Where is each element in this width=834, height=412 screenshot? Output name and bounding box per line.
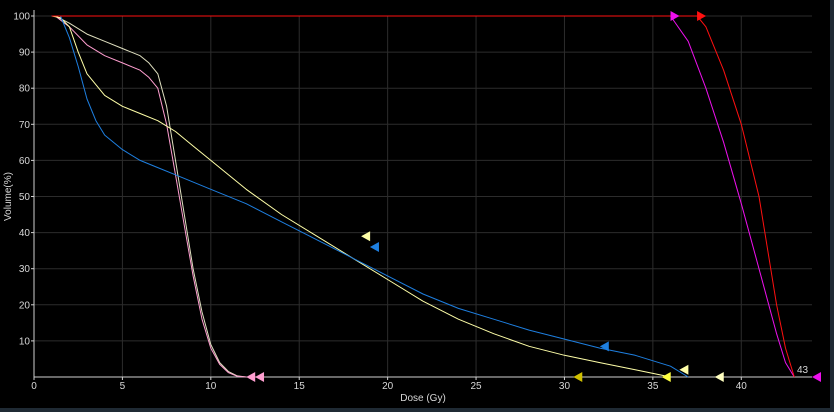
dose-marker-4[interactable] bbox=[369, 242, 379, 253]
y-tick-label: 100 bbox=[13, 12, 30, 23]
y-tick-label: 90 bbox=[19, 48, 31, 59]
dose-marker-11[interactable] bbox=[714, 372, 724, 382]
series-line-3 bbox=[51, 15, 671, 378]
corner-value-label: 43 bbox=[797, 365, 809, 376]
y-tick-label: 30 bbox=[19, 264, 31, 275]
x-axis-label: Dose (Gy) bbox=[400, 393, 446, 404]
x-tick-label: 5 bbox=[120, 381, 126, 392]
y-tick-label: 20 bbox=[19, 300, 31, 311]
y-tick-label: 60 bbox=[19, 156, 31, 167]
dose-marker-9[interactable] bbox=[573, 372, 583, 382]
series-lines bbox=[51, 15, 795, 378]
series-line-1 bbox=[54, 15, 247, 378]
series-line-6 bbox=[51, 15, 795, 378]
x-tick-label: 15 bbox=[294, 381, 306, 392]
y-tick-label: 80 bbox=[19, 84, 31, 95]
dose-marker-7[interactable] bbox=[246, 372, 256, 382]
x-tick-label: 30 bbox=[559, 381, 571, 392]
y-tick-labels: 10 20 30 40 50 60 70 80 90 100 bbox=[13, 12, 30, 348]
dose-marker-3[interactable] bbox=[361, 231, 371, 242]
dose-marker-8[interactable] bbox=[255, 372, 265, 382]
x-tick-label: 20 bbox=[382, 381, 394, 392]
series-line-4 bbox=[60, 15, 689, 378]
dose-marker-1[interactable] bbox=[670, 11, 680, 21]
dose-marker-6[interactable] bbox=[679, 364, 689, 375]
axes bbox=[31, 10, 812, 380]
dose-marker-10[interactable] bbox=[661, 372, 671, 382]
y-tick-label: 10 bbox=[19, 336, 31, 347]
x-tick-label: 0 bbox=[31, 381, 37, 392]
y-tick-label: 40 bbox=[19, 228, 31, 239]
dose-marker-2[interactable] bbox=[697, 11, 707, 21]
grid bbox=[34, 15, 812, 377]
series-line-2 bbox=[54, 15, 247, 378]
dose-markers bbox=[246, 11, 821, 382]
x-tick-label: 10 bbox=[205, 381, 217, 392]
x-tick-label: 35 bbox=[647, 381, 659, 392]
y-tick-label: 50 bbox=[19, 192, 31, 203]
y-tick-label: 70 bbox=[19, 120, 31, 131]
dose-marker-12[interactable] bbox=[812, 372, 821, 382]
dose-marker-5[interactable] bbox=[599, 341, 609, 352]
x-tick-label: 40 bbox=[736, 381, 748, 392]
x-tick-labels: 0 5 10 15 20 25 30 35 40 bbox=[31, 381, 747, 392]
x-tick-label: 25 bbox=[470, 381, 482, 392]
series-line-5 bbox=[51, 15, 795, 378]
y-axis-label: Volume(%) bbox=[3, 172, 14, 221]
